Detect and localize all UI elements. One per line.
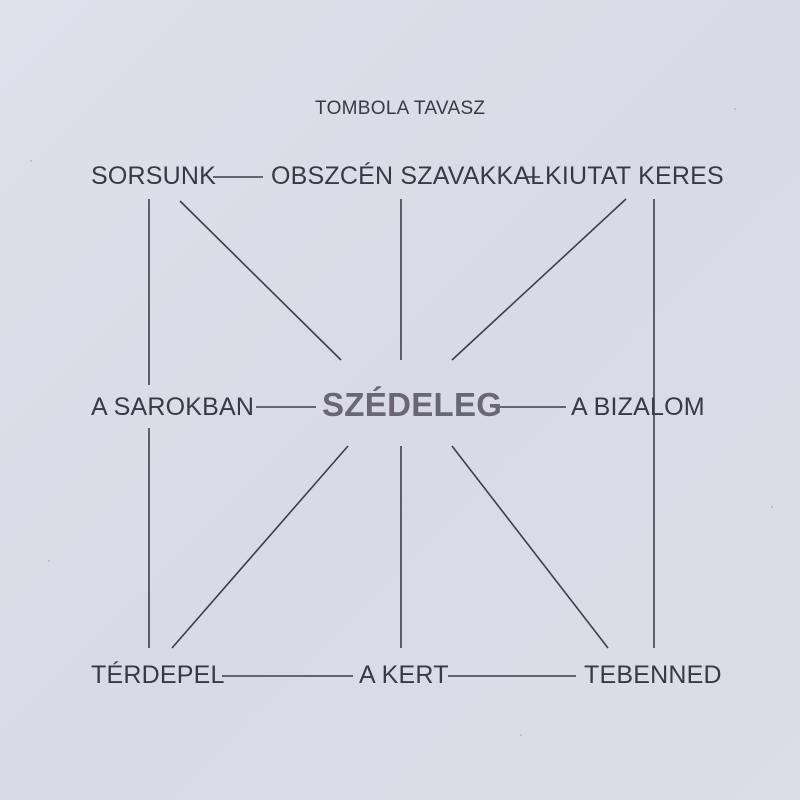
line-diagonal-bottom-right	[451, 445, 609, 649]
word-a-bizalom: A BIZALOM	[571, 393, 705, 421]
poem-title: TOMBOLA TAVASZ	[315, 98, 486, 119]
paper-speck	[771, 506, 773, 508]
line-diagonal-bottom-left	[171, 445, 349, 649]
word-obszcen-szavakkal: OBSZCÉN SZAVAKKAL	[271, 162, 545, 190]
word-kiutat-keres: KIUTAT KERES	[545, 162, 724, 190]
paper-speck	[734, 108, 736, 110]
word-a-sarokban: A SAROKBAN	[91, 393, 255, 421]
word-a-kert: A KERT	[359, 661, 449, 689]
line-diagonal-top-left	[179, 200, 342, 361]
line-diagonal-top-right	[451, 198, 627, 361]
paper-speck	[30, 160, 32, 162]
center-word-szedeleg: SZÉDELEG	[322, 386, 503, 423]
paper-speck	[48, 560, 50, 562]
word-tebenned: TEBENNED	[584, 661, 722, 689]
word-terdepel: TÉRDEPEL	[91, 661, 225, 689]
word-sorsunk: SORSUNK	[91, 162, 217, 190]
paper-speck	[520, 734, 522, 736]
